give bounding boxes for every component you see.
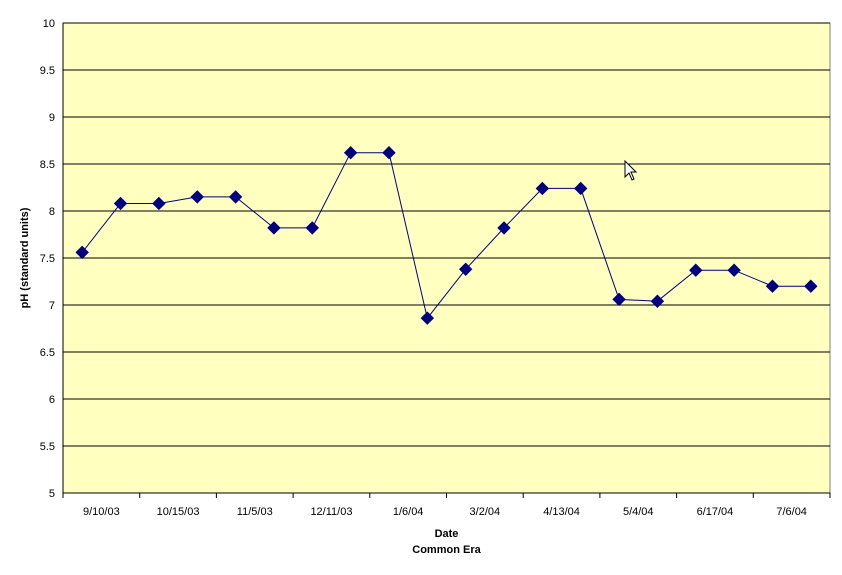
y-tick-label: 10	[43, 18, 55, 30]
data-point	[420, 311, 435, 325]
data-point	[574, 181, 588, 196]
x-tick-label: 9/10/03	[83, 506, 120, 518]
y-tick-label: 8.5	[40, 159, 55, 171]
y-tick-label: 8	[49, 206, 55, 218]
y-tick-label: 5	[49, 488, 55, 500]
x-axis-subtitle: Common Era	[412, 544, 481, 556]
x-axis-ticks	[62, 493, 831, 498]
data-point	[612, 292, 626, 307]
x-tick-label: 6/17/04	[697, 506, 734, 518]
y-tick-label: 5.5	[40, 441, 55, 453]
x-tick-label: 11/5/03	[237, 506, 273, 518]
data-point	[228, 190, 243, 204]
data-point	[497, 221, 511, 235]
data-point	[152, 196, 166, 211]
x-tick-label: 10/15/03	[157, 506, 200, 518]
data-point	[113, 196, 128, 211]
y-tick-label: 7	[49, 300, 55, 312]
x-tick-label: 4/13/04	[543, 506, 580, 518]
x-axis-title: Date	[435, 528, 459, 540]
data-point	[190, 190, 204, 204]
y-tick-label: 6.5	[40, 347, 55, 359]
y-tick-label: 6	[49, 394, 55, 406]
data-point	[305, 221, 319, 235]
x-tick-label: 1/6/04	[393, 506, 424, 518]
x-axis-tick-labels: 9/10/03 10/15/03 11/5/03 12/11/03 1/6/04 3/2/…	[83, 506, 807, 518]
gridlines	[62, 22, 830, 494]
data-point	[727, 263, 741, 277]
data-point	[75, 245, 89, 260]
y-tick-label: 9	[49, 112, 55, 124]
y-axis-tick-labels: 5 5.5 6 6.5 7 7.5 8 8.5 9 9.5 10	[40, 18, 55, 500]
y-tick-label: 7.5	[40, 253, 55, 265]
data-markers	[75, 146, 818, 325]
data-point	[458, 262, 473, 276]
data-point	[535, 181, 550, 196]
x-tick-label: 3/2/04	[470, 506, 501, 518]
arrow-cursor-icon	[624, 160, 638, 181]
x-tick-label: 5/4/04	[623, 506, 654, 518]
data-point	[804, 279, 818, 293]
y-tick-label: 9.5	[40, 65, 55, 77]
x-tick-label: 12/11/03	[310, 506, 352, 518]
data-point	[765, 279, 780, 293]
data-point	[267, 221, 281, 235]
data-point	[343, 146, 358, 160]
data-point	[689, 263, 703, 277]
data-point	[650, 294, 665, 308]
y-axis-title: pH (standard units)	[19, 207, 31, 308]
data-point	[382, 146, 396, 160]
x-tick-label: 7/6/04	[776, 506, 807, 518]
